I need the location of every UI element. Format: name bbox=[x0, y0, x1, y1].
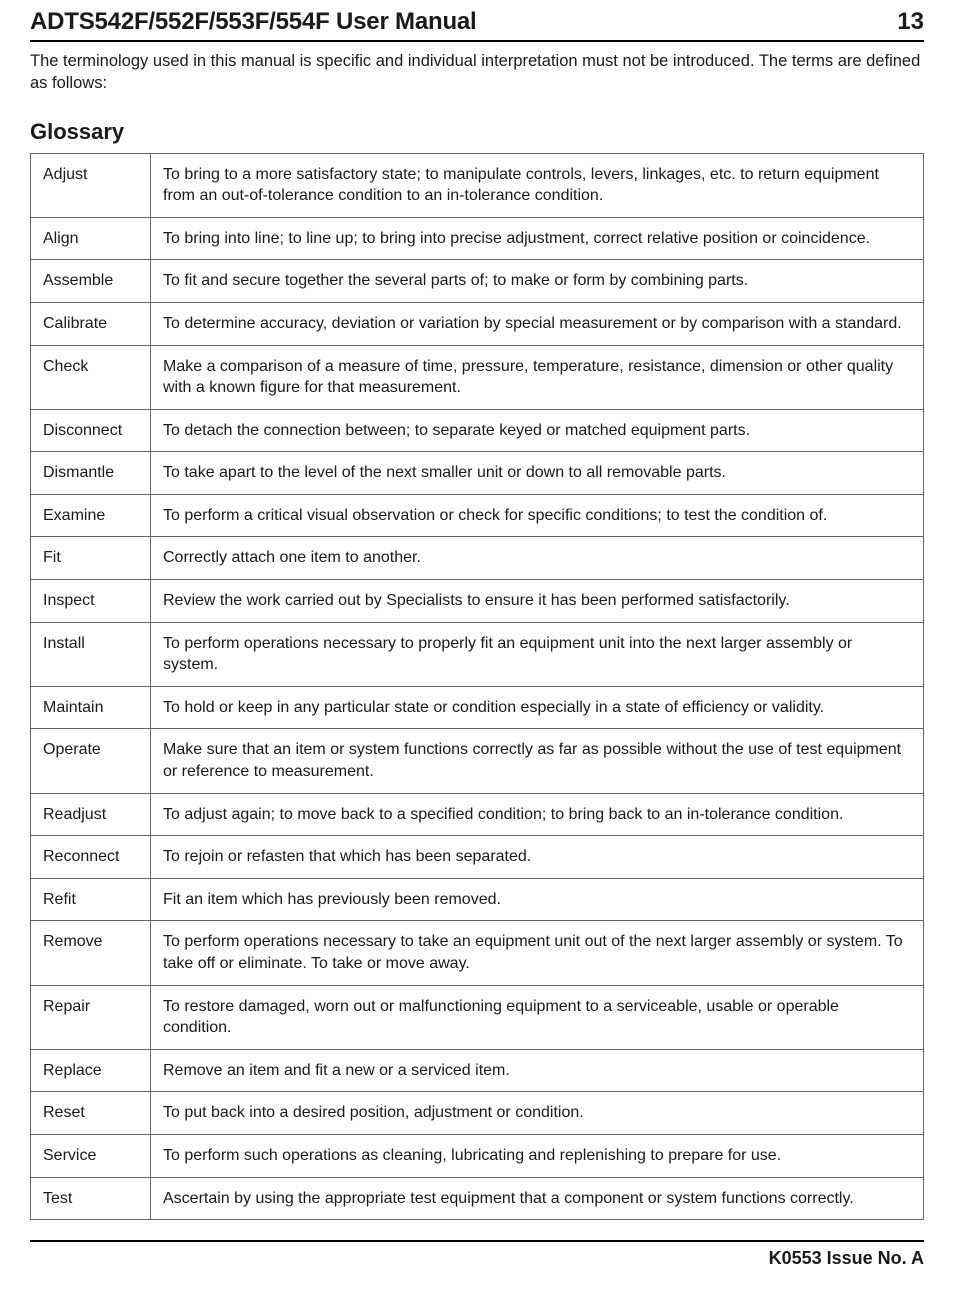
glossary-term: Align bbox=[31, 217, 151, 260]
glossary-term: Dismantle bbox=[31, 452, 151, 495]
glossary-row: ServiceTo perform such operations as cle… bbox=[31, 1134, 924, 1177]
glossary-term: Inspect bbox=[31, 580, 151, 623]
glossary-definition: To rejoin or refasten that which has bee… bbox=[151, 836, 924, 879]
glossary-definition: To put back into a desired position, adj… bbox=[151, 1092, 924, 1135]
glossary-term: Adjust bbox=[31, 153, 151, 217]
glossary-definition: Fit an item which has previously been re… bbox=[151, 878, 924, 921]
glossary-definition: To perform such operations as cleaning, … bbox=[151, 1134, 924, 1177]
glossary-row: ReplaceRemove an item and fit a new or a… bbox=[31, 1049, 924, 1092]
intro-paragraph: The terminology used in this manual is s… bbox=[30, 42, 924, 119]
glossary-row: AlignTo bring into line; to line up; to … bbox=[31, 217, 924, 260]
glossary-definition: To bring into line; to line up; to bring… bbox=[151, 217, 924, 260]
glossary-term: Calibrate bbox=[31, 302, 151, 345]
glossary-row: MaintainTo hold or keep in any particula… bbox=[31, 686, 924, 729]
glossary-definition: To adjust again; to move back to a speci… bbox=[151, 793, 924, 836]
glossary-term: Examine bbox=[31, 494, 151, 537]
glossary-definition: To perform operations necessary to prope… bbox=[151, 622, 924, 686]
glossary-row: InspectReview the work carried out by Sp… bbox=[31, 580, 924, 623]
glossary-term: Repair bbox=[31, 985, 151, 1049]
glossary-term: Test bbox=[31, 1177, 151, 1220]
glossary-row: AdjustTo bring to a more satisfactory st… bbox=[31, 153, 924, 217]
glossary-row: RepairTo restore damaged, worn out or ma… bbox=[31, 985, 924, 1049]
glossary-term: Reset bbox=[31, 1092, 151, 1135]
glossary-term: Refit bbox=[31, 878, 151, 921]
glossary-definition: Make sure that an item or system functio… bbox=[151, 729, 924, 793]
glossary-body: AdjustTo bring to a more satisfactory st… bbox=[31, 153, 924, 1220]
glossary-definition: Ascertain by using the appropriate test … bbox=[151, 1177, 924, 1220]
glossary-row: CheckMake a comparison of a measure of t… bbox=[31, 345, 924, 409]
glossary-row: FitCorrectly attach one item to another. bbox=[31, 537, 924, 580]
glossary-row: DisconnectTo detach the connection betwe… bbox=[31, 409, 924, 452]
glossary-row: RemoveTo perform operations necessary to… bbox=[31, 921, 924, 985]
glossary-row: CalibrateTo determine accuracy, deviatio… bbox=[31, 302, 924, 345]
glossary-row: OperateMake sure that an item or system … bbox=[31, 729, 924, 793]
glossary-row: ResetTo put back into a desired position… bbox=[31, 1092, 924, 1135]
glossary-row: ExamineTo perform a critical visual obse… bbox=[31, 494, 924, 537]
glossary-definition: To hold or keep in any particular state … bbox=[151, 686, 924, 729]
glossary-row: AssembleTo fit and secure together the s… bbox=[31, 260, 924, 303]
glossary-definition: To perform a critical visual observation… bbox=[151, 494, 924, 537]
glossary-definition: To bring to a more satisfactory state; t… bbox=[151, 153, 924, 217]
glossary-term: Check bbox=[31, 345, 151, 409]
manual-title: ADTS542F/552F/553F/554F User Manual bbox=[30, 8, 477, 36]
page-header: ADTS542F/552F/553F/554F User Manual 13 bbox=[30, 0, 924, 42]
glossary-definition: Review the work carried out by Specialis… bbox=[151, 580, 924, 623]
glossary-row: TestAscertain by using the appropriate t… bbox=[31, 1177, 924, 1220]
glossary-term: Replace bbox=[31, 1049, 151, 1092]
glossary-definition: To detach the connection between; to sep… bbox=[151, 409, 924, 452]
glossary-definition: To determine accuracy, deviation or vari… bbox=[151, 302, 924, 345]
glossary-definition: To fit and secure together the several p… bbox=[151, 260, 924, 303]
page-number: 13 bbox=[897, 8, 924, 36]
glossary-term: Disconnect bbox=[31, 409, 151, 452]
glossary-definition: To perform operations necessary to take … bbox=[151, 921, 924, 985]
glossary-term: Operate bbox=[31, 729, 151, 793]
glossary-term: Fit bbox=[31, 537, 151, 580]
glossary-definition: Make a comparison of a measure of time, … bbox=[151, 345, 924, 409]
glossary-term: Remove bbox=[31, 921, 151, 985]
glossary-definition: Correctly attach one item to another. bbox=[151, 537, 924, 580]
glossary-table: AdjustTo bring to a more satisfactory st… bbox=[30, 153, 924, 1221]
glossary-term: Maintain bbox=[31, 686, 151, 729]
glossary-term: Service bbox=[31, 1134, 151, 1177]
glossary-definition: To take apart to the level of the next s… bbox=[151, 452, 924, 495]
glossary-term: Assemble bbox=[31, 260, 151, 303]
glossary-term: Readjust bbox=[31, 793, 151, 836]
glossary-definition: Remove an item and fit a new or a servic… bbox=[151, 1049, 924, 1092]
glossary-term: Reconnect bbox=[31, 836, 151, 879]
glossary-heading: Glossary bbox=[30, 119, 924, 153]
glossary-row: ReadjustTo adjust again; to move back to… bbox=[31, 793, 924, 836]
page: ADTS542F/552F/553F/554F User Manual 13 T… bbox=[0, 0, 954, 1289]
glossary-definition: To restore damaged, worn out or malfunct… bbox=[151, 985, 924, 1049]
glossary-row: RefitFit an item which has previously be… bbox=[31, 878, 924, 921]
footer-issue: K0553 Issue No. A bbox=[30, 1242, 924, 1269]
glossary-row: DismantleTo take apart to the level of t… bbox=[31, 452, 924, 495]
glossary-row: InstallTo perform operations necessary t… bbox=[31, 622, 924, 686]
glossary-row: ReconnectTo rejoin or refasten that whic… bbox=[31, 836, 924, 879]
glossary-term: Install bbox=[31, 622, 151, 686]
